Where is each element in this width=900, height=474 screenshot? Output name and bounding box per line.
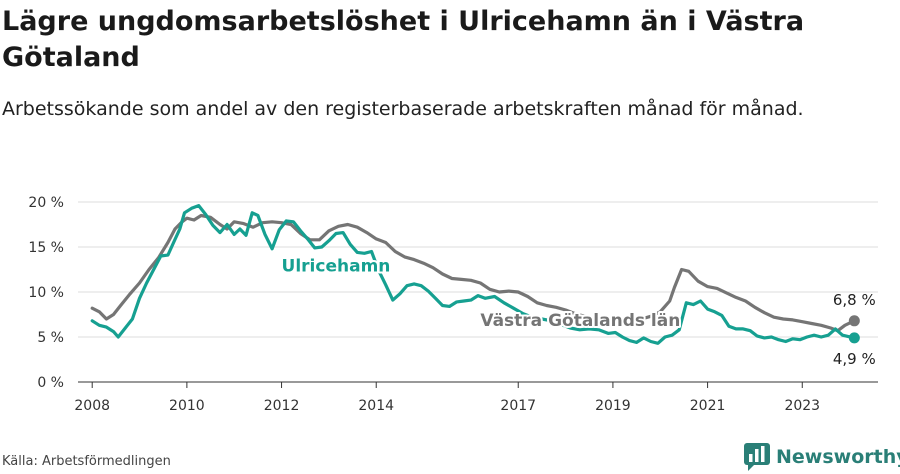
series-end-point: [848, 332, 860, 344]
series-end-point: [848, 315, 860, 327]
x-tick-label: 2017: [500, 398, 536, 414]
series-line: [90, 213, 856, 333]
line-chart: 0 %5 %10 %15 %20 % 2008 2010 2012 2014 2017 2…: [28, 195, 878, 414]
source-note: Källa: Arbetsförmedlingen: [2, 454, 171, 469]
x-tick-label: 2023: [784, 398, 820, 414]
y-axis: 0 % 5 % 10 % 15 % 20 %: [28, 195, 64, 391]
x-tick-label: 2021: [690, 398, 726, 414]
chart-title: Lägre ungdomsarbetslöshet i Ulricehamn ä…: [2, 6, 805, 73]
y-tick-label: 10 %: [28, 285, 64, 301]
series-label: Västra Götalands län: [480, 311, 680, 331]
x-tick-label: 2012: [264, 398, 300, 414]
series-lines: [90, 204, 860, 345]
brand-name: Newsworthy: [776, 446, 900, 468]
series-line: [90, 204, 856, 345]
y-tick-label: 20 %: [28, 195, 64, 211]
series-labels: Västra Götalands län Ulricehamn 6,8 % 4,9 %: [280, 254, 876, 368]
grid: [78, 201, 878, 383]
x-tick-label: 2008: [74, 398, 110, 414]
x-tick-label: 2019: [595, 398, 631, 414]
y-tick-label: 15 %: [28, 240, 64, 256]
end-value-label: 4,9 %: [833, 350, 876, 368]
x-tick-label: 2010: [169, 398, 205, 414]
x-tick-label: 2014: [358, 398, 394, 414]
end-value-label: 6,8 %: [833, 291, 876, 309]
x-axis: 2008 2010 2012 2014 2017 2019 2021 2023: [74, 382, 820, 414]
y-tick-label: 0 %: [37, 375, 64, 391]
newsworthy-logo-icon: [744, 443, 770, 471]
series-label: Ulricehamn: [282, 256, 391, 276]
chart-subtitle: Arbetssökande som andel av den registerb…: [2, 98, 804, 120]
newsworthy-logo: Newsworthy: [744, 442, 900, 472]
y-tick-label: 5 %: [37, 330, 64, 346]
